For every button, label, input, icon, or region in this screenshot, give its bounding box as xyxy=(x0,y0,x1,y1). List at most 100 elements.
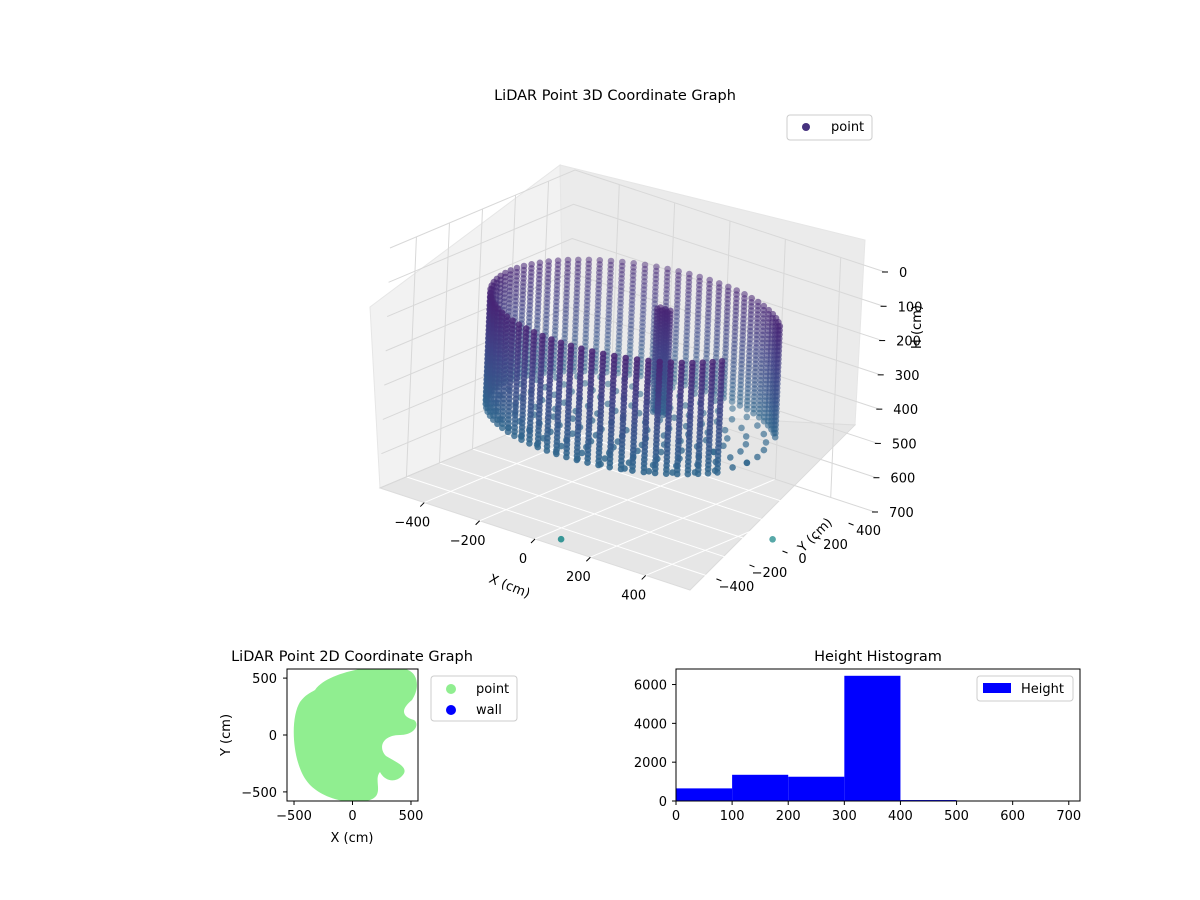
point-3d xyxy=(584,277,592,284)
point-3d xyxy=(557,535,565,543)
x-tick-label-3d-2: 0 xyxy=(519,552,527,567)
point-3d xyxy=(569,415,577,423)
point-3d xyxy=(607,270,614,277)
point-3d xyxy=(606,282,614,290)
point-3d xyxy=(663,290,670,297)
point-3d xyxy=(617,291,625,299)
x-tick-label-hist-7: 700 xyxy=(1056,809,1081,824)
point-3d xyxy=(618,275,625,282)
point-3d xyxy=(683,324,691,331)
point-3d xyxy=(728,416,736,423)
point-3d xyxy=(607,261,615,269)
point-3d xyxy=(604,335,611,343)
point-3d xyxy=(616,320,623,328)
z-tick-label-3d-6: 600 xyxy=(890,472,915,487)
histogram-bars xyxy=(676,675,1069,801)
point-3d xyxy=(641,269,648,277)
point-3d xyxy=(694,323,701,330)
point-3d xyxy=(585,256,593,264)
x-tick-label-hist-2: 200 xyxy=(776,809,801,824)
x-tick-label-hist-5: 500 xyxy=(944,809,969,824)
point-3d xyxy=(605,311,613,318)
x-tick-label-hist-1: 100 xyxy=(720,809,745,824)
point-3d xyxy=(617,299,624,307)
point-3d xyxy=(627,325,635,333)
point-3d xyxy=(638,348,645,355)
point-3d xyxy=(628,305,636,312)
point-3d xyxy=(684,470,692,478)
x-tick-label-hist-4: 400 xyxy=(888,809,913,824)
point-3d xyxy=(638,339,646,347)
point-3d xyxy=(694,318,702,326)
y-tick-label-hist-2: 4000 xyxy=(634,717,667,732)
grid-floor-x-3 xyxy=(590,478,776,558)
point-3d xyxy=(684,307,691,315)
point-3d xyxy=(672,346,679,353)
point-3d xyxy=(672,329,680,337)
point-3d xyxy=(627,338,634,345)
ticks-2d: −500 0 500 500 0 −500 xyxy=(241,672,423,824)
point-3d xyxy=(617,287,625,295)
point-3d xyxy=(494,420,501,428)
point-3d xyxy=(641,261,649,269)
z-tick-label-3d-1: 100 xyxy=(898,300,923,315)
point-3d xyxy=(743,459,751,467)
point-3d xyxy=(594,302,602,309)
x-tick-label-3d-1: −200 xyxy=(450,534,486,549)
point-3d xyxy=(652,267,660,275)
point-3d xyxy=(684,303,692,311)
point-3d xyxy=(652,271,660,279)
point-3d xyxy=(606,463,613,471)
point-3d xyxy=(693,343,701,351)
y-tick-label-3d-4: 400 xyxy=(856,524,881,539)
point-3d xyxy=(582,334,589,342)
point-3d xyxy=(769,536,776,543)
point-3d xyxy=(694,470,702,478)
point-3d xyxy=(683,332,690,340)
point-3d xyxy=(518,436,525,444)
point-3d xyxy=(584,289,591,297)
y-tick-label-hist-0: 0 xyxy=(659,795,667,810)
point-3d xyxy=(628,317,635,325)
point-3d xyxy=(682,348,690,356)
point-3d xyxy=(617,465,625,473)
point-3d xyxy=(694,331,701,338)
x-tick-3d-3 xyxy=(586,556,591,562)
point-3d xyxy=(754,453,761,461)
point-3d xyxy=(585,260,592,268)
point-3d xyxy=(543,447,551,454)
point-3d xyxy=(640,290,648,298)
point-3d xyxy=(584,293,591,301)
point-3d xyxy=(638,343,645,351)
grid-h-2 xyxy=(386,238,883,342)
z-tick-label-3d-7: 700 xyxy=(889,506,914,521)
histogram-bar-1 xyxy=(732,774,789,801)
point-3d xyxy=(618,271,626,278)
point-region-2d xyxy=(293,669,417,801)
point-3d xyxy=(683,328,691,336)
point-3d xyxy=(640,282,648,289)
x-tick-label-2d-0: −500 xyxy=(276,809,312,824)
legend-histogram: Height xyxy=(976,675,1074,702)
point-3d xyxy=(663,273,671,281)
point-3d xyxy=(629,467,636,474)
point-3d xyxy=(762,439,770,446)
point-3d xyxy=(663,286,670,293)
y-tick-label-2d-0: 500 xyxy=(252,672,277,687)
point-3d xyxy=(583,306,591,313)
point-3d xyxy=(684,311,691,319)
point-3d xyxy=(563,453,570,461)
point-3d xyxy=(651,292,659,299)
point-3d xyxy=(593,331,601,338)
point-3d xyxy=(640,302,647,310)
y-tick-label-3d-1: −200 xyxy=(752,566,788,581)
point-3d xyxy=(693,351,700,359)
point-3d xyxy=(639,311,647,318)
point-3d xyxy=(685,283,693,290)
point-3d xyxy=(605,302,613,310)
point-3d xyxy=(695,286,703,293)
point-3d xyxy=(639,323,646,330)
point-3d xyxy=(499,424,506,432)
point-3d xyxy=(583,314,590,321)
point-3d xyxy=(737,448,744,455)
